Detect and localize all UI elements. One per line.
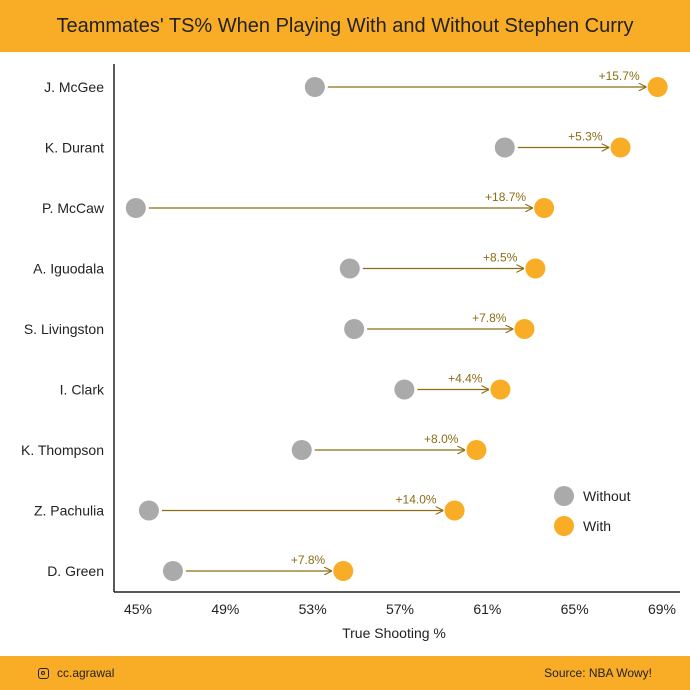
with-point [466,440,487,460]
x-tick-label: 49% [211,601,239,617]
change-label: +8.0% [424,432,459,446]
player-row: K. Durant +5.3% [45,130,631,158]
without-point [138,500,159,521]
player-name: Z. Pachulia [34,503,104,519]
dumbbell-chart: J. McGee +15.7% K. Durant +5.3% P. McCaw +18.… [21,64,680,641]
player-name: S. Livingston [24,321,104,337]
without-point [394,379,415,400]
change-label: +18.7% [485,190,526,204]
source-text: Source: NBA Wowy! [544,666,652,680]
legend-without-marker [554,486,574,506]
player-row: P. McCaw +18.7% [42,190,555,218]
player-row: K. Thompson +8.0% [21,432,487,460]
change-label: +8.5% [483,251,518,265]
with-point [610,137,631,158]
x-tick-label: 53% [299,601,327,617]
player-row: A. Iguodala +8.5% [33,251,546,279]
with-point [490,379,511,400]
footer-bar: cc.agrawal Source: NBA Wowy! [0,656,690,690]
x-tick-label: 69% [648,601,676,617]
with-point [647,77,668,97]
with-point [444,500,465,521]
x-tick-label: 45% [124,601,152,617]
x-tick-label: 61% [473,601,501,617]
player-name: P. McCaw [42,200,105,216]
change-label: +14.0% [396,493,437,507]
player-row: Z. Pachulia +14.0% [34,493,465,521]
change-label: +4.4% [448,372,483,386]
x-axis-ticks: 45% 49% 53% 57% 61% 65% 69% [124,601,676,617]
x-tick-label: 65% [561,601,589,617]
instagram-icon [38,667,49,679]
change-label: +15.7% [599,69,640,83]
without-point [494,137,515,158]
with-point [333,561,354,581]
without-point [339,258,360,279]
player-name: K. Durant [45,140,104,156]
without-point [304,77,325,97]
x-axis-title: True Shooting % [342,625,446,641]
without-point [162,561,183,581]
chart-title: Teammates' TS% When Playing With and Wit… [56,14,634,37]
change-label: +7.8% [291,553,326,567]
chart-axes [113,64,680,593]
chart-legend: Without With [554,486,631,536]
with-point [514,319,535,339]
player-row: S. Livingston +7.8% [24,311,535,339]
player-name: K. Thompson [21,442,104,458]
header-bar: Teammates' TS% When Playing With and Wit… [0,0,690,52]
legend-with-label: With [583,518,611,534]
player-row: D. Green +7.8% [47,553,354,581]
player-name: J. McGee [44,79,104,95]
x-tick-label: 57% [386,601,414,617]
chart-rows: J. McGee +15.7% K. Durant +5.3% P. McCaw +18.… [21,69,668,581]
handle-text: cc.agrawal [57,666,115,680]
social-handle[interactable]: cc.agrawal [38,666,114,680]
change-label: +5.3% [568,130,603,144]
without-point [291,440,312,460]
player-row: I. Clark +4.4% [60,372,511,400]
player-name: A. Iguodala [33,261,104,277]
change-label: +7.8% [472,311,507,325]
legend-without-label: Without [583,488,631,504]
without-point [344,319,365,339]
legend-with-marker [554,516,574,536]
player-name: D. Green [47,563,104,579]
player-name: I. Clark [60,382,105,398]
with-point [534,198,555,218]
without-point [125,198,146,218]
with-point [525,258,546,279]
player-row: J. McGee +15.7% [44,69,668,97]
